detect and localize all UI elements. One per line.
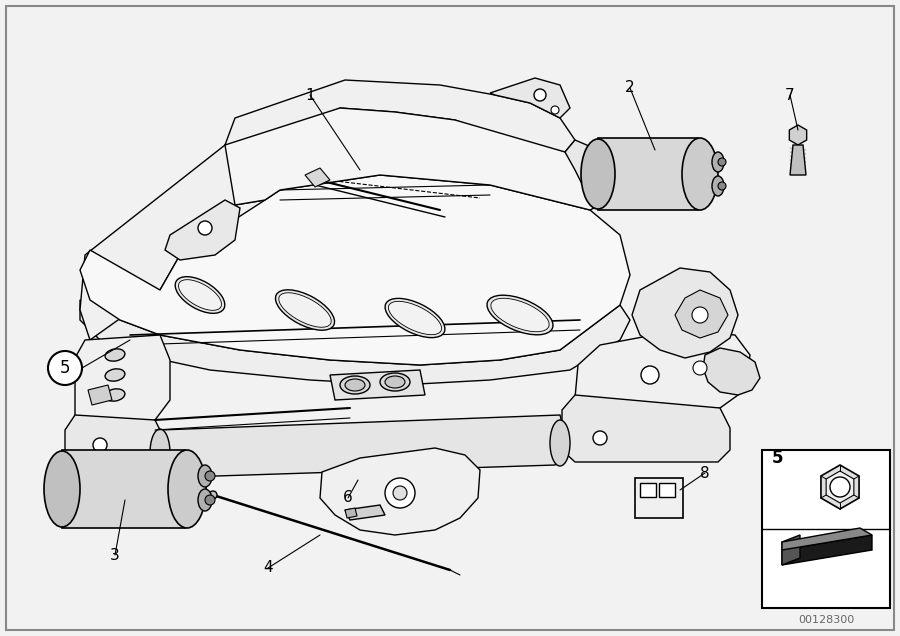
Polygon shape [782,528,872,550]
Ellipse shape [380,373,410,391]
Text: 5: 5 [772,449,784,467]
Text: 1: 1 [305,88,315,102]
Polygon shape [782,535,800,565]
Text: 00128300: 00128300 [798,615,854,625]
Ellipse shape [487,295,553,335]
Circle shape [93,438,107,452]
Ellipse shape [385,376,405,388]
Ellipse shape [178,280,221,310]
Polygon shape [345,505,385,520]
Circle shape [692,307,708,323]
Polygon shape [575,330,750,418]
Circle shape [551,106,559,114]
Polygon shape [562,395,730,462]
Bar [640,483,656,497]
Circle shape [718,182,726,190]
Polygon shape [80,175,630,365]
Ellipse shape [105,369,125,381]
Circle shape [385,478,415,508]
Ellipse shape [385,298,445,338]
Ellipse shape [491,298,549,332]
Ellipse shape [279,293,331,328]
Polygon shape [789,125,806,145]
Ellipse shape [550,420,570,466]
Bar [762,450,890,608]
Polygon shape [75,335,170,430]
Polygon shape [80,143,265,340]
Circle shape [393,486,407,500]
Ellipse shape [198,489,212,511]
Text: 4: 4 [263,560,273,576]
Polygon shape [330,370,425,400]
Polygon shape [675,290,728,338]
Circle shape [830,477,850,497]
Polygon shape [598,138,698,210]
Polygon shape [148,415,565,478]
Ellipse shape [176,277,225,314]
Circle shape [205,471,215,481]
Ellipse shape [44,451,80,527]
Ellipse shape [712,152,724,172]
Circle shape [48,351,82,385]
Polygon shape [225,108,610,210]
Ellipse shape [168,450,206,528]
Text: 7: 7 [785,88,795,102]
Ellipse shape [275,290,335,330]
Ellipse shape [682,138,718,210]
Polygon shape [703,348,760,395]
Polygon shape [565,140,625,200]
Text: 6: 6 [343,490,353,506]
Ellipse shape [105,349,125,361]
Polygon shape [320,448,480,535]
Polygon shape [305,168,330,187]
Circle shape [593,431,607,445]
Polygon shape [65,415,165,465]
Polygon shape [782,535,872,565]
Polygon shape [345,508,357,518]
Polygon shape [62,450,185,528]
Text: 8: 8 [700,466,710,481]
Circle shape [587,164,603,180]
Bar [635,478,683,518]
Circle shape [198,221,212,235]
Circle shape [205,495,215,505]
Ellipse shape [150,429,170,477]
Text: 2: 2 [626,81,634,95]
Polygon shape [826,471,854,503]
Circle shape [641,366,659,384]
Ellipse shape [389,301,442,335]
Ellipse shape [712,176,724,196]
Polygon shape [165,200,240,260]
Polygon shape [632,268,738,358]
Polygon shape [225,80,575,155]
Circle shape [718,158,726,166]
Polygon shape [821,465,860,509]
Ellipse shape [198,465,212,487]
Polygon shape [80,300,630,385]
Polygon shape [88,385,112,405]
Ellipse shape [581,139,615,209]
Text: 5: 5 [59,359,70,377]
Polygon shape [790,145,806,175]
Circle shape [209,491,217,499]
Circle shape [693,361,707,375]
Circle shape [534,89,546,101]
Ellipse shape [105,389,125,401]
Ellipse shape [340,376,370,394]
Bar [659,483,675,497]
Ellipse shape [345,379,365,391]
Text: 3: 3 [110,548,120,562]
Polygon shape [490,78,570,118]
